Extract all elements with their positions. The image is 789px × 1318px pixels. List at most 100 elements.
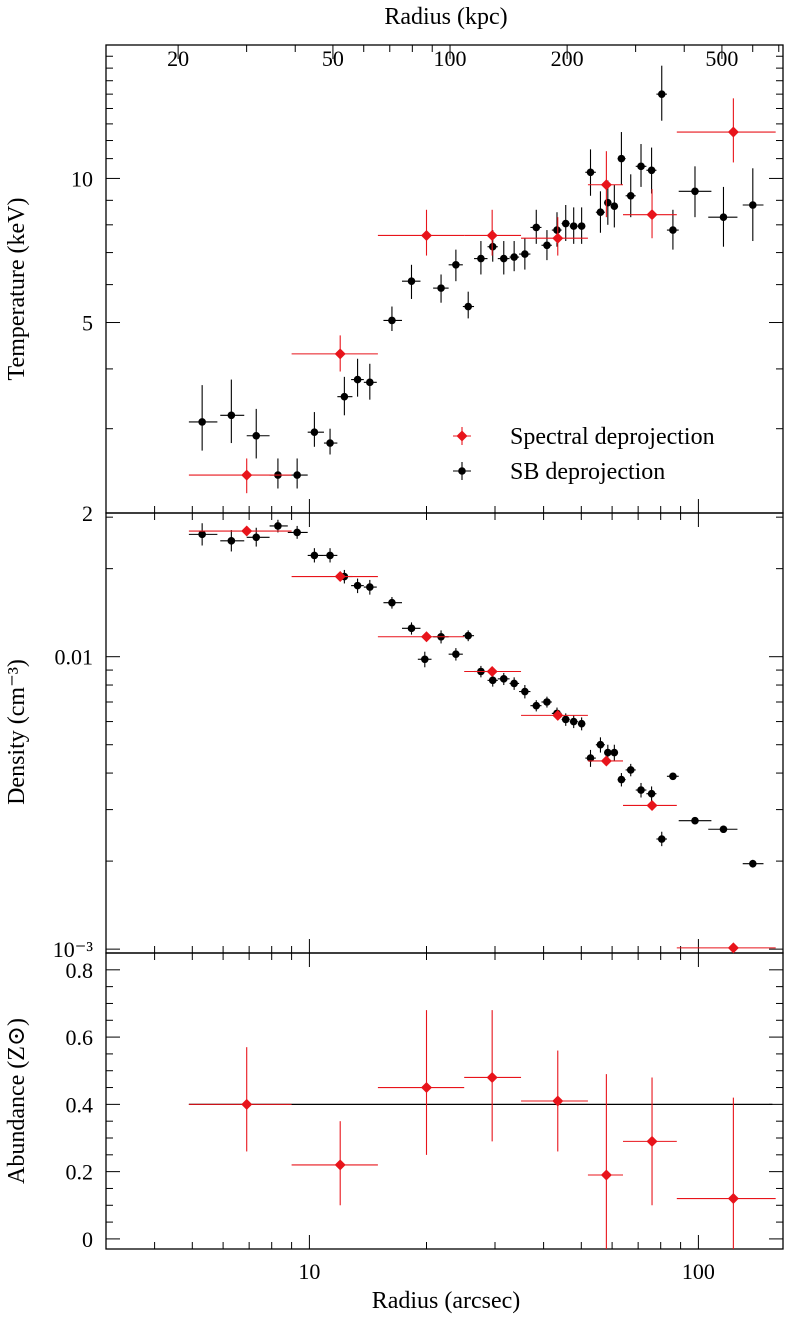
legend-diamond: [456, 430, 468, 442]
data-point-sb-deprojection: [708, 825, 738, 834]
marker-circle: [488, 242, 497, 251]
data-point-sb-deprojection: [433, 274, 449, 303]
data-point-sb-deprojection: [595, 191, 605, 233]
marker-circle: [749, 201, 757, 209]
data-point-sb-deprojection: [509, 241, 520, 272]
marker-diamond: [646, 799, 658, 811]
marker-circle: [421, 655, 429, 664]
data-point-sb-deprojection: [646, 147, 657, 194]
data-point-sb-deprojection: [188, 385, 218, 451]
data-point-sb-deprojection: [742, 859, 764, 868]
marker-diamond: [600, 755, 612, 767]
x-tick-label: 10: [298, 1259, 320, 1284]
data-point-spectral-deprojection: [377, 209, 465, 256]
data-point-sb-deprojection: [287, 458, 308, 489]
marker-circle: [353, 581, 362, 590]
marker-circle: [626, 191, 635, 200]
marker-circle: [407, 624, 416, 633]
marker-circle: [610, 748, 619, 757]
marker-circle: [586, 168, 595, 177]
data-point-spectral-deprojection: [521, 217, 588, 256]
marker-circle: [274, 522, 282, 530]
data-point-sb-deprojection: [383, 597, 402, 609]
marker-circle: [657, 90, 666, 98]
data-point-spectral-deprojection: [587, 151, 624, 218]
marker-circle: [452, 261, 460, 269]
marker-circle: [626, 766, 635, 774]
marker-circle: [553, 226, 561, 234]
top-axis-title: Radius (kpc): [384, 4, 507, 30]
panel-frame-abundance: [105, 952, 784, 1250]
data-point-sb-deprojection: [448, 648, 463, 661]
marker-circle: [669, 772, 677, 781]
marker-circle: [488, 676, 497, 685]
marker-circle: [647, 789, 656, 798]
data-point-sb-deprojection: [635, 144, 647, 187]
data-point-sb-deprojection: [617, 132, 626, 185]
marker-diamond: [552, 1095, 564, 1107]
tick-labels: 10 100 20 50 100 200 500 2 5 10 0.01 10⁻³ 0 0.2 0.4 0.6…: [53, 46, 739, 1284]
data-point-sb-deprojection: [401, 622, 421, 635]
data-point-sb-deprojection: [448, 249, 463, 282]
data-point-sb-deprojection: [417, 651, 432, 668]
marker-circle: [569, 222, 578, 230]
top-tick-label: 50: [322, 46, 344, 71]
marker-diamond: [727, 1193, 739, 1205]
data-point-sb-deprojection: [541, 696, 552, 708]
marker-circle: [510, 253, 518, 261]
marker-circle: [657, 835, 666, 843]
marker-circle: [521, 687, 529, 696]
data-point-sb-deprojection: [220, 530, 245, 552]
marker-circle: [617, 775, 626, 784]
marker-diamond: [421, 229, 432, 241]
marker-circle: [647, 166, 656, 175]
y-tick-label: 0: [82, 1227, 93, 1252]
marker-circle: [510, 679, 518, 688]
marker-circle: [227, 411, 236, 420]
marker-diamond: [334, 571, 346, 583]
y-tick-label: 0.8: [66, 958, 94, 983]
data-point-spectral-deprojection: [623, 799, 677, 811]
panel-frames: [105, 44, 784, 1250]
data-point-spectral-deprojection: [291, 571, 378, 583]
y-tick-label: 2: [82, 501, 93, 526]
data-point-sb-deprojection: [617, 773, 626, 787]
data-point-spectral-deprojection: [464, 665, 522, 677]
data-point-sb-deprojection: [383, 306, 402, 332]
data-point-sb-deprojection: [585, 149, 596, 196]
data-point-sb-deprojection: [569, 715, 578, 729]
y-axis-title-temperature: Temperature (keV): [4, 198, 30, 381]
y-tick-label: 10⁻³: [53, 937, 94, 962]
data-point-sb-deprojection: [497, 672, 510, 686]
marker-circle: [499, 675, 508, 683]
legend: Spectral deprojection SB deprojection: [453, 424, 715, 485]
marker-circle: [521, 250, 529, 258]
top-tick-label: 500: [705, 46, 738, 71]
data-point-sb-deprojection: [323, 548, 338, 563]
data-point-sb-deprojection: [656, 65, 667, 121]
data-point-sb-deprojection: [646, 786, 657, 802]
marker-circle: [388, 598, 396, 607]
top-tick-label: 100: [434, 46, 467, 71]
data-point-spectral-deprojection: [623, 1077, 677, 1206]
marker-circle: [577, 222, 586, 230]
data-point-sb-deprojection: [474, 241, 488, 275]
marker-circle: [326, 551, 334, 560]
marker-circle: [669, 226, 677, 234]
data-point-sb-deprojection: [610, 184, 619, 228]
y-tick-label: 0.6: [66, 1025, 94, 1050]
y-tick-label: 0.4: [66, 1092, 94, 1117]
marker-diamond: [334, 1159, 346, 1171]
top-tick-label: 200: [551, 46, 584, 71]
marker-diamond: [241, 525, 253, 537]
legend-marker-spectral-deprojection: [453, 427, 471, 445]
data-point-sb-deprojection: [519, 685, 531, 699]
marker-circle: [749, 859, 757, 868]
marker-diamond: [600, 1169, 612, 1181]
marker-diamond: [600, 179, 612, 191]
marker-diamond: [646, 209, 658, 221]
marker-diamond: [241, 1098, 253, 1110]
data-point-sb-deprojection: [610, 744, 619, 761]
data-layer: [188, 65, 776, 1249]
data-point-sb-deprojection: [351, 578, 364, 594]
